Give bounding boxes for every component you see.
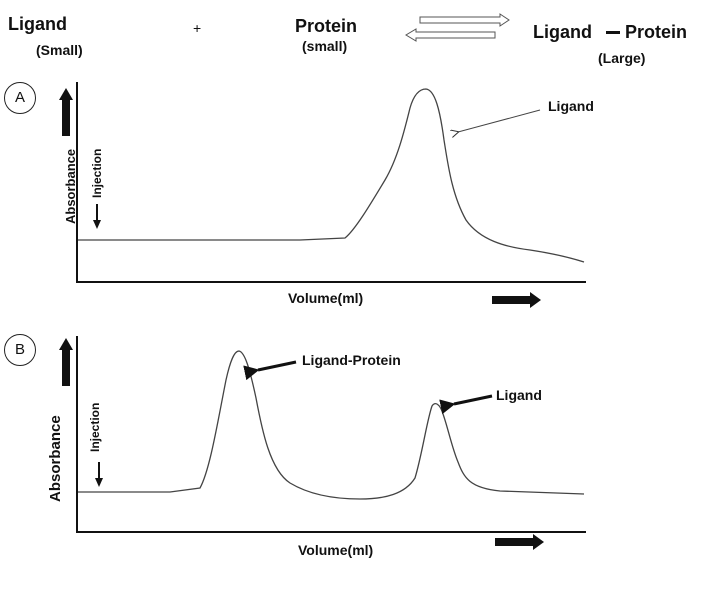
header-protein-size: (small) [302, 38, 348, 54]
panel-a-xlabel: Volume(ml) [288, 290, 364, 306]
panel-a-up-arrow [59, 88, 73, 136]
header-plus: + [193, 20, 202, 36]
panel-a-injection-arrow [93, 204, 101, 229]
panel-a-peak-annotation: Ligand [548, 98, 594, 114]
panel-b-label: B [4, 334, 36, 366]
header-protein: Protein [295, 16, 358, 36]
panel-b-injection-arrow [95, 462, 103, 487]
forward-arrow [419, 13, 510, 27]
header-complex-size: (Large) [598, 50, 646, 66]
panel-a-right-arrow [492, 292, 541, 308]
header-complex-ligand: Ligand [533, 22, 592, 42]
panel-b-peak2-annotation: Ligand [496, 387, 542, 403]
panel-b-up-arrow [59, 338, 73, 386]
panel-a-label: A [4, 82, 36, 114]
panel-a-annotation-arrow [458, 109, 541, 132]
panel-b-chromatogram-trace [78, 350, 585, 500]
panel-b-annotation-arrow-2 [439, 394, 493, 415]
bond-dash [606, 31, 620, 34]
header-ligand-size: (Small) [36, 42, 83, 58]
panel-b-axes [76, 336, 586, 533]
panel-a-axes [76, 82, 586, 283]
equilibrium-arrow [405, 13, 510, 42]
reverse-arrow [405, 28, 496, 42]
panel-a-chromatogram-trace [78, 88, 585, 263]
panel-b-right-arrow [495, 534, 544, 550]
panel-b-xlabel: Volume(ml) [298, 542, 374, 558]
panel-b-peak1-annotation: Ligand-Protein [302, 352, 401, 368]
header-ligand: Ligand [8, 14, 67, 34]
panel-b-annotation-arrow-1 [243, 360, 297, 381]
header-complex-protein: Protein [625, 22, 688, 42]
